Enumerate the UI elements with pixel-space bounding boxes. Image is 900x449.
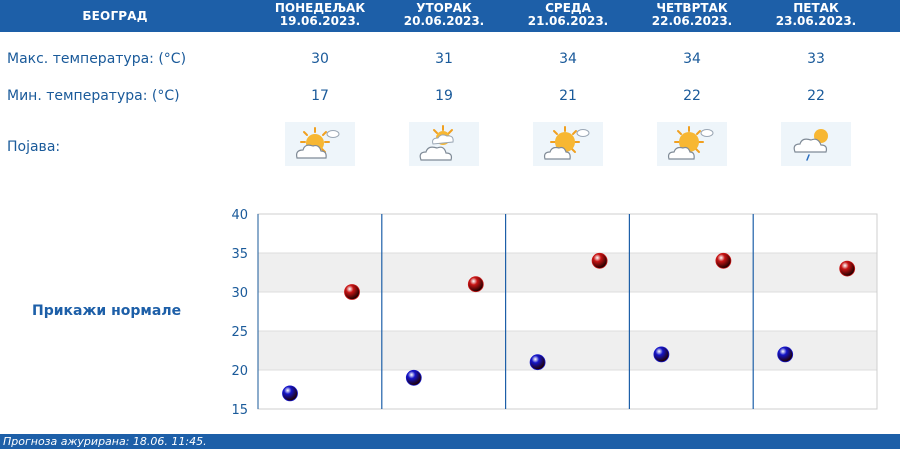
cloud-with-rain-icon bbox=[781, 122, 851, 166]
day-name: ЧЕТВРТАК bbox=[656, 1, 728, 15]
day-date: 22.06.2023. bbox=[651, 14, 733, 28]
max-temp-point bbox=[839, 260, 856, 277]
sun-behind-cloud-icon bbox=[285, 122, 355, 166]
sun-behind-cloud-icon bbox=[657, 122, 727, 166]
day-header-1: ПОНЕДЕЉАК 19.06.2023. bbox=[258, 2, 382, 28]
max-temp-value: 34 bbox=[683, 51, 701, 67]
max-temp-point bbox=[344, 284, 360, 300]
forecast-header: БЕОГРАД ПОНЕДЕЉАК 19.06.2023. УТОРАК 20.… bbox=[0, 0, 900, 32]
min-temp-label: Мин. температура: (°C) bbox=[7, 88, 180, 104]
day-date: 21.06.2023. bbox=[527, 14, 609, 28]
min-temp-value: 17 bbox=[311, 88, 329, 104]
day-name: СРЕДА bbox=[545, 1, 591, 15]
day-date: 23.06.2023. bbox=[775, 14, 857, 28]
min-temp-point bbox=[405, 369, 422, 386]
y-tick-label: 35 bbox=[231, 247, 248, 262]
min-temp-value: 22 bbox=[683, 88, 701, 104]
y-tick-label: 25 bbox=[231, 325, 248, 340]
cloud-with-sun-icon bbox=[409, 122, 479, 166]
max-temp-point bbox=[591, 252, 608, 269]
day-name: ПОНЕДЕЉАК bbox=[274, 1, 366, 15]
min-temp-value: 22 bbox=[807, 88, 825, 104]
max-temp-value: 31 bbox=[435, 51, 453, 67]
chart-band bbox=[258, 331, 877, 370]
day-date: 19.06.2023. bbox=[279, 14, 361, 28]
chart-bands bbox=[258, 253, 877, 370]
day-header-4: ЧЕТВРТАК 22.06.2023. bbox=[630, 2, 754, 28]
chart-grid bbox=[257, 213, 878, 410]
y-tick-label: 40 bbox=[231, 208, 248, 223]
chart-points bbox=[282, 252, 856, 402]
min-temp-value: 21 bbox=[559, 88, 577, 104]
max-temp-value: 34 bbox=[559, 51, 577, 67]
max-temp-value: 33 bbox=[807, 51, 825, 67]
chart-band bbox=[258, 253, 877, 292]
y-tick-label: 20 bbox=[231, 364, 248, 379]
day-header-5: ПЕТАК 23.06.2023. bbox=[754, 2, 878, 28]
temperature-chart: 40 35 30 25 20 15 bbox=[231, 208, 878, 415]
max-temp-value: 30 bbox=[311, 51, 329, 67]
y-tick-label: 30 bbox=[231, 286, 248, 301]
y-tick-label: 15 bbox=[231, 403, 248, 415]
min-temp-value: 19 bbox=[435, 88, 453, 104]
max-temp-label: Макс. температура: (°C) bbox=[7, 51, 187, 67]
show-normals-link[interactable]: Прикажи нормале bbox=[32, 303, 182, 319]
min-temp-point bbox=[282, 385, 298, 402]
day-date: 20.06.2023. bbox=[403, 14, 485, 28]
sun-behind-cloud-icon bbox=[533, 122, 603, 166]
day-header-2: УТОРАК 20.06.2023. bbox=[382, 2, 506, 28]
min-temp-point bbox=[777, 346, 794, 363]
updated-text: Прогноза ажурирана: 18.06. 11:45. bbox=[3, 435, 207, 448]
chart-day-separators bbox=[381, 214, 754, 409]
max-temp-point bbox=[467, 276, 484, 293]
chart-y-ticks: 40 35 30 25 20 15 bbox=[231, 208, 248, 415]
city-name: БЕОГРАД bbox=[82, 9, 148, 23]
min-temp-point bbox=[653, 346, 670, 363]
max-temp-point bbox=[715, 252, 732, 269]
weather-label: Појава: bbox=[7, 139, 61, 155]
min-temp-point bbox=[529, 354, 546, 371]
plot-frame bbox=[257, 213, 878, 410]
day-name: УТОРАК bbox=[416, 1, 472, 15]
forecast-footer: Прогноза ажурирана: 18.06. 11:45. bbox=[0, 434, 900, 449]
day-header-3: СРЕДА 21.06.2023. bbox=[506, 2, 630, 28]
day-name: ПЕТАК bbox=[793, 1, 839, 15]
